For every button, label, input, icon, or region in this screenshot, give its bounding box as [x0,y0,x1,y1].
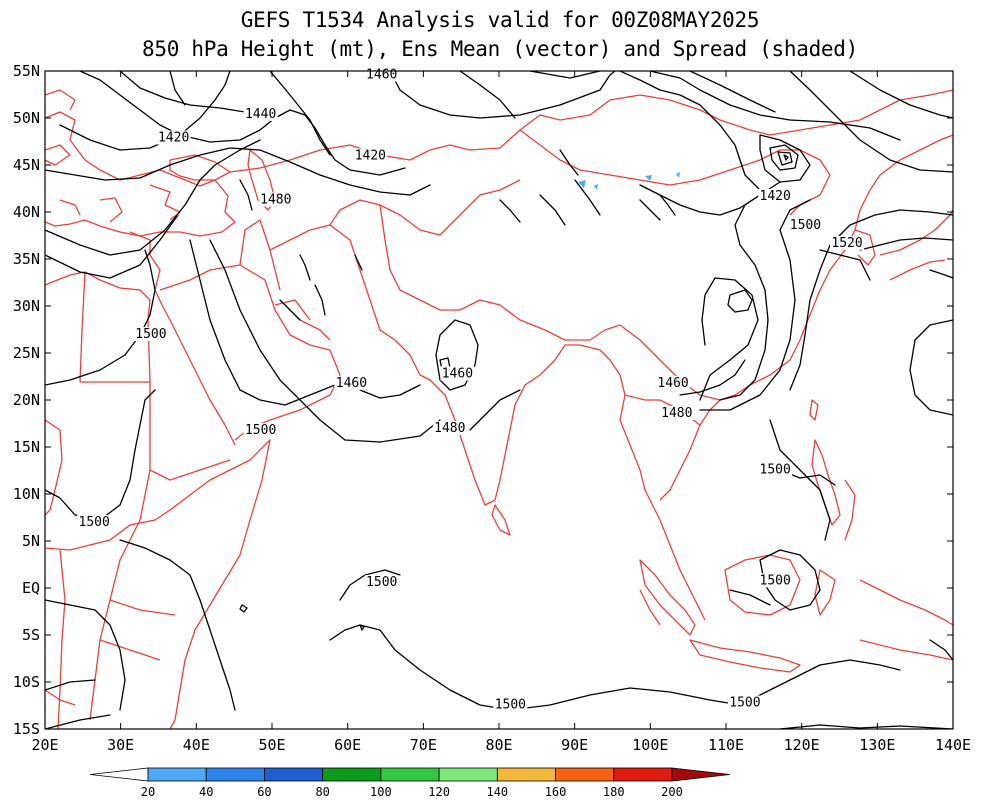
contour-label-bg [156,130,191,145]
lat-tick-label: 45N [13,156,40,174]
contour-label-bg [364,575,399,590]
colorbar-swatch [322,767,382,782]
lat-tick-label: 10N [13,485,40,503]
lat-tick-label: 20N [13,391,40,409]
colorbar-swatch [555,767,615,782]
chart-title-line2: 850 hPa Height (mt), Ens Mean (vector) a… [142,37,858,61]
contour-label-bg [727,695,762,710]
contour-label: 1500 [760,573,791,588]
contour-label-bg [758,462,793,477]
colorbar-swatch [264,767,324,782]
contour-label: 1500 [135,327,166,342]
contour-label: 1500 [729,696,760,711]
contour-label-bg [133,327,168,342]
contour-label-bg [659,405,694,420]
colorbar-swatch [613,767,673,782]
lon-tick-label: 30E [107,736,134,754]
contour-label-bg [353,148,388,163]
contour-label: 1420 [355,148,386,163]
contour-label: 1460 [657,376,688,391]
contour-label: 1500 [366,575,397,590]
contour-label-bg [77,515,112,530]
coastlines-and-borders [45,89,953,729]
lat-tick-label: 50N [13,109,40,127]
colorbar-swatch [205,767,265,782]
colorbar-label: 40 [199,785,213,799]
contour-label: 1480 [434,421,465,436]
colorbar-left-arrow [89,767,149,782]
colorbar-swatch [380,767,440,782]
lon-tick-label: 60E [334,736,361,754]
contour-label: 1460 [442,367,473,382]
lat-tick-label: 35N [13,250,40,268]
contour-label: 1500 [79,515,110,530]
lon-tick-label: 70E [410,736,437,754]
contour-label: 1420 [158,131,189,146]
lon-tick-label: 100E [632,736,668,754]
colorbar-label: 80 [315,785,329,799]
chart-title-line1: GEFS T1534 Analysis valid for 00Z08MAY20… [240,8,760,32]
colorbar-label: 120 [428,785,450,799]
contour-label: 1480 [661,406,692,421]
contour-label-bg [258,192,293,207]
lat-tick-label: 55N [13,62,40,80]
contour-label: 1420 [760,189,791,204]
spread-shaded-cells [578,172,680,190]
contour-label: 1520 [831,236,862,251]
contour-label: 1440 [245,107,276,122]
contour-label-bg [440,366,475,381]
lat-tick-label: 40N [13,203,40,221]
lat-tick-label: 15S [13,720,40,738]
contour-label: 1500 [495,697,526,712]
colorbar-right-arrow [671,767,731,782]
lat-tick-label: 10S [13,673,40,691]
contour-label-bg [432,421,467,436]
colorbar-swatch [496,767,556,782]
lat-tick-label: 5S [22,626,40,644]
contour-label-bg [334,375,369,390]
colorbar-label: 180 [603,785,625,799]
lon-tick-label: 20E [31,736,58,754]
lon-tick-label: 80E [485,736,512,754]
colorbar-label: 200 [661,785,683,799]
lat-tick-label: 25N [13,344,40,362]
contour-label-bg [493,697,528,712]
contour-label: 1500 [760,462,791,477]
contour-label-bg [830,235,865,250]
contour-label-bg [243,422,278,437]
contour-label-bg [656,375,691,390]
colorbar: 20 40 60 80 100 120 140 160 180 200 [89,767,731,799]
contour-label-bg [243,107,278,122]
contour-label: 1500 [790,218,821,233]
lon-tick-label: 140E [935,736,971,754]
contour-label: 1460 [336,376,367,391]
lon-tick-label: 110E [708,736,744,754]
lon-tick-label: 90E [561,736,588,754]
colorbar-swatch [438,767,498,782]
contour-label: 1500 [245,423,276,438]
contour-label-bg [758,573,793,588]
colorbar-swatch [147,767,207,782]
lon-tick-label: 120E [784,736,820,754]
lon-tick-label: 50E [258,736,285,754]
axis-ticks: 20E 30E 40E 50E 60E 70E 80E 90E 100E 110E 120E 130E… [13,62,971,754]
colorbar-label: 100 [370,785,392,799]
lat-tick-label: 30N [13,297,40,315]
lat-tick-label: 5N [22,532,40,550]
lon-tick-label: 130E [859,736,895,754]
colorbar-label: 20 [141,785,155,799]
lon-tick-label: 40E [183,736,210,754]
colorbar-label: 160 [545,785,567,799]
contour-label-bg [788,217,823,232]
contour-label-bg [758,188,793,203]
colorbar-label: 140 [486,785,508,799]
colorbar-label: 60 [257,785,271,799]
lat-tick-label: EQ [22,579,40,597]
plot-frame [44,70,954,730]
contour-label: 1480 [260,193,291,208]
height-contours [45,71,953,729]
lat-tick-label: 15N [13,438,40,456]
contour-label: 1460 [366,68,397,83]
